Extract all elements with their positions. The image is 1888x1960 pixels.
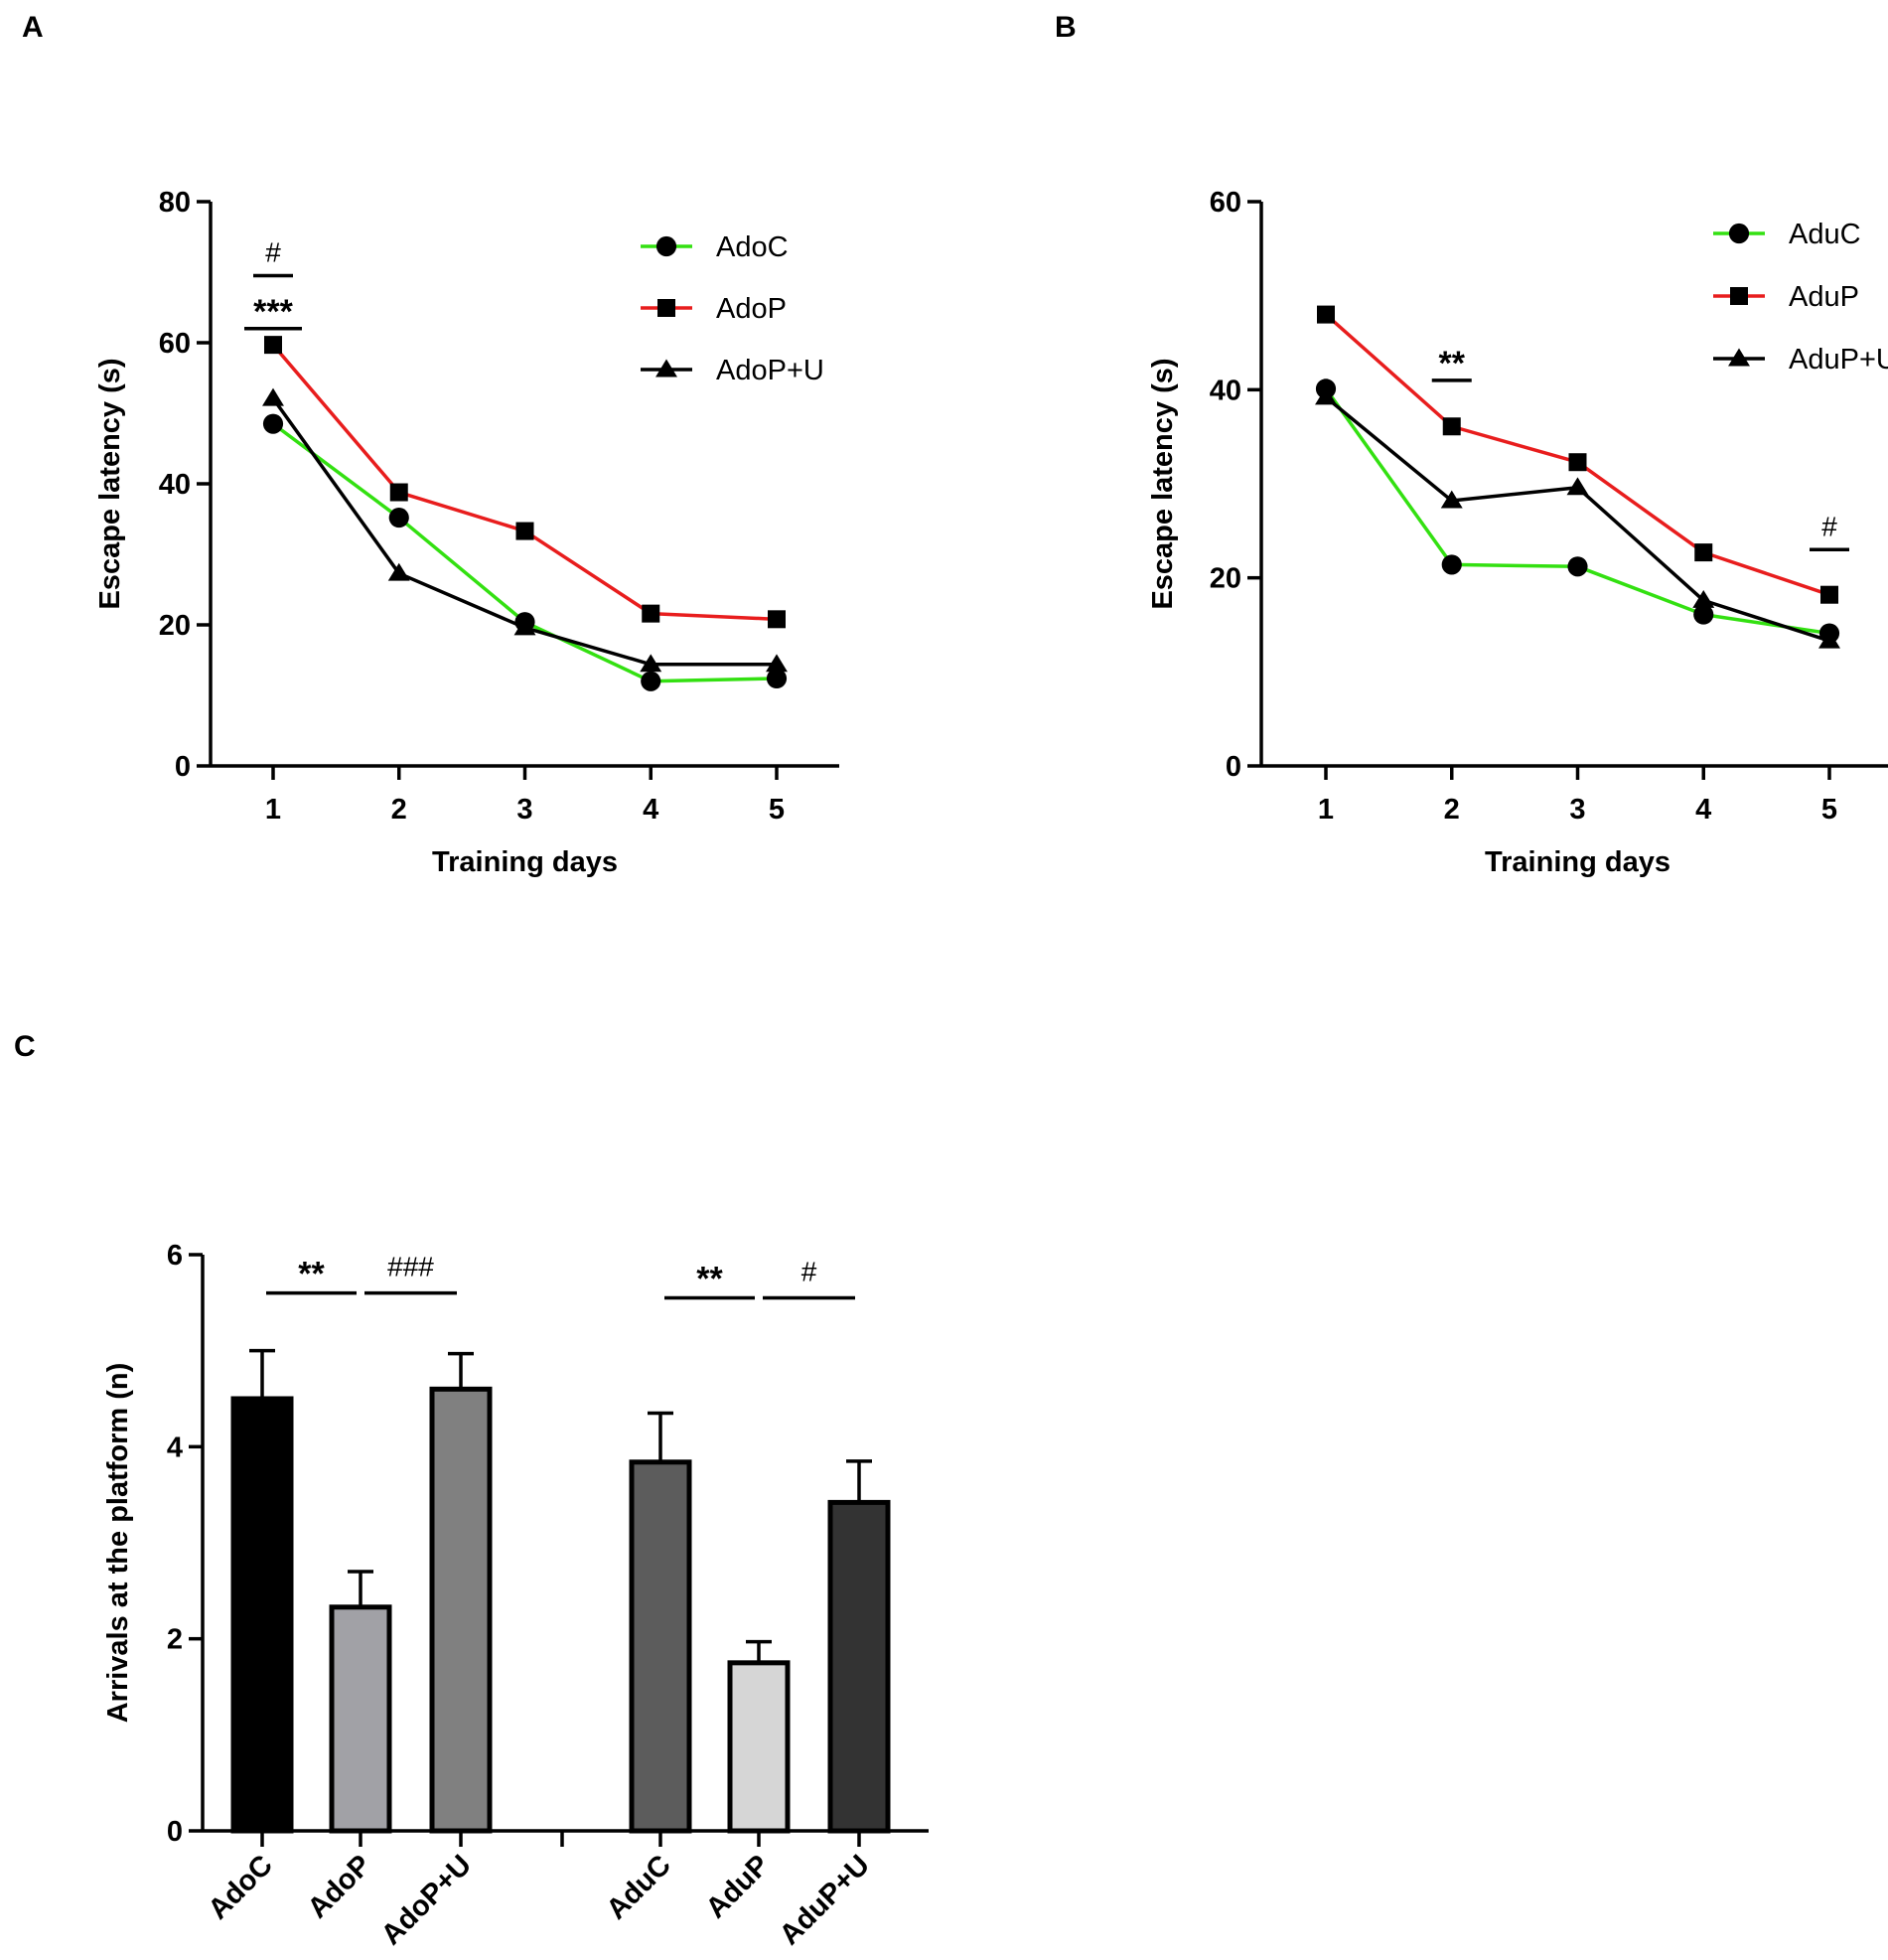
panel-label-c: C bbox=[14, 1030, 36, 1063]
legend-label: AdoP bbox=[716, 293, 787, 325]
x-tick-label: 3 bbox=[1569, 794, 1585, 826]
data-point-adup bbox=[1694, 543, 1713, 562]
y-tick-label: 20 bbox=[1210, 563, 1241, 595]
data-point-adop bbox=[264, 336, 282, 355]
significance-marker: ### bbox=[387, 1252, 434, 1282]
x-tick-label: 1 bbox=[265, 794, 281, 826]
data-point-adoc bbox=[388, 508, 409, 528]
y-tick-label: 60 bbox=[1210, 187, 1241, 219]
panel-label-a: A bbox=[22, 11, 44, 44]
data-point-adoc bbox=[641, 671, 661, 691]
legend-marker bbox=[657, 299, 675, 317]
bar-adop-plus-u bbox=[429, 1386, 493, 1834]
significance-marker: # bbox=[265, 237, 281, 268]
y-tick-label: 40 bbox=[1210, 375, 1241, 406]
y-tick-label: 80 bbox=[159, 187, 191, 219]
legend-marker bbox=[655, 359, 677, 377]
x-tick-label: AdoP bbox=[302, 1849, 377, 1924]
x-tick-label: 4 bbox=[1695, 794, 1711, 826]
data-point-adop-plus-u bbox=[640, 654, 662, 673]
data-point-adup-plus-u bbox=[1818, 630, 1840, 649]
y-tick-label: 0 bbox=[1226, 751, 1241, 783]
data-point-adop-plus-u bbox=[513, 617, 536, 636]
data-point-adup-plus-u bbox=[1566, 477, 1589, 496]
x-tick-label: AduP+U bbox=[774, 1849, 876, 1951]
data-point-adup-plus-u bbox=[1315, 386, 1337, 405]
x-tick-label: 1 bbox=[1318, 794, 1334, 826]
data-point-adup bbox=[1820, 585, 1838, 604]
series-line-adoc bbox=[271, 422, 778, 683]
x-tick-label: 5 bbox=[1821, 794, 1837, 826]
series-line-adup-plus-u bbox=[1324, 395, 1830, 643]
y-tick-label: 6 bbox=[167, 1240, 183, 1272]
bar-aduc bbox=[629, 1459, 692, 1834]
x-tick-label: AdoP+U bbox=[375, 1849, 478, 1951]
bar-adup-plus-u bbox=[827, 1499, 891, 1834]
panel-label-b: B bbox=[1055, 11, 1077, 44]
data-point-adop bbox=[515, 522, 534, 540]
data-point-adup-plus-u bbox=[1692, 589, 1715, 608]
x-tick-label: 3 bbox=[516, 794, 532, 826]
data-point-adop-plus-u bbox=[262, 387, 284, 406]
data-point-aduc bbox=[1441, 554, 1462, 575]
x-tick-label: AdoC bbox=[203, 1849, 279, 1925]
legend-label: AdoC bbox=[716, 231, 789, 263]
y-tick-label: 2 bbox=[167, 1624, 183, 1656]
data-point-adoc bbox=[766, 668, 788, 689]
chart-c-arrivals-bar-chart: 0 2 4 6 Arrivals at the platform (n) AdoC AdoP… bbox=[102, 1240, 929, 1951]
x-tick-label: AduP bbox=[700, 1849, 776, 1924]
data-point-aduc bbox=[1567, 556, 1588, 577]
legend-label: AduP+U bbox=[1789, 344, 1888, 376]
y-axis-title: Escape latency (s) bbox=[1147, 358, 1179, 609]
data-point-aduc bbox=[1693, 604, 1714, 625]
x-tick-label: AduC bbox=[601, 1849, 677, 1925]
significance-marker: # bbox=[1821, 511, 1837, 541]
legend-marker bbox=[655, 235, 677, 257]
x-tick-label: 2 bbox=[391, 794, 407, 826]
data-point-adup bbox=[1317, 305, 1335, 324]
data-point-adup bbox=[1568, 453, 1587, 472]
data-point-adop bbox=[768, 610, 786, 629]
significance-marker: # bbox=[801, 1257, 817, 1287]
data-point-adup bbox=[1442, 417, 1461, 436]
y-tick-label: 4 bbox=[167, 1432, 183, 1463]
bar-adup bbox=[727, 1660, 791, 1834]
data-point-adop bbox=[642, 604, 660, 623]
data-point-adoc bbox=[262, 413, 284, 434]
y-axis-title: Arrivals at the platform (n) bbox=[102, 1363, 134, 1724]
y-tick-label: 0 bbox=[167, 1816, 183, 1848]
y-tick-label: 60 bbox=[159, 328, 191, 360]
y-tick-label: 0 bbox=[175, 751, 191, 783]
significance-marker: ** bbox=[1439, 345, 1466, 382]
data-point-adop-plus-u bbox=[387, 562, 410, 581]
chart-a-escape-latency: 0 20 40 60 80 1 2 3 4 5 Training days Escape latenc… bbox=[94, 187, 839, 878]
significance-marker: ** bbox=[298, 1256, 325, 1293]
legend-label: AduP bbox=[1789, 281, 1859, 313]
bar-adop bbox=[329, 1604, 392, 1834]
significance-marker: ** bbox=[696, 1261, 723, 1298]
legend-marker bbox=[1728, 223, 1750, 244]
legend-marker bbox=[1730, 287, 1748, 305]
chart-b-escape-latency: 0 20 40 60 1 2 3 4 5 Training days Escape latency … bbox=[1147, 187, 1888, 878]
x-tick-label: 5 bbox=[769, 794, 785, 826]
data-point-adup-plus-u bbox=[1440, 490, 1463, 509]
y-axis-title: Escape latency (s) bbox=[94, 358, 126, 609]
legend-marker bbox=[1728, 348, 1750, 367]
series-line-aduc bbox=[1324, 387, 1830, 636]
y-tick-label: 20 bbox=[159, 610, 191, 642]
x-axis-title: Training days bbox=[432, 846, 618, 878]
bar-adoc bbox=[230, 1396, 294, 1834]
legend-label: AdoP+U bbox=[716, 355, 824, 386]
legend-label: AduC bbox=[1789, 219, 1861, 250]
y-tick-label: 40 bbox=[159, 469, 191, 501]
x-tick-label: 4 bbox=[643, 794, 658, 826]
x-tick-label: 2 bbox=[1444, 794, 1460, 826]
data-point-adop bbox=[389, 483, 408, 502]
data-point-adop-plus-u bbox=[766, 654, 788, 673]
significance-marker: *** bbox=[253, 293, 293, 331]
x-axis-title: Training days bbox=[1485, 846, 1670, 878]
